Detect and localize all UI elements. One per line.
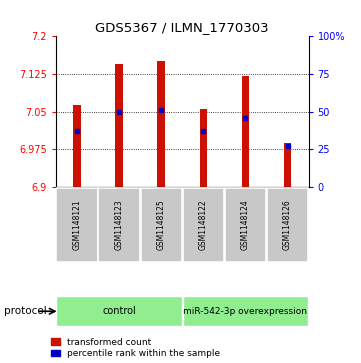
Bar <box>157 61 165 187</box>
Text: miR-542-3p overexpression: miR-542-3p overexpression <box>183 307 308 316</box>
Text: GSM1148123: GSM1148123 <box>115 200 123 250</box>
Bar <box>200 109 207 187</box>
Text: protocol: protocol <box>4 306 46 316</box>
Bar <box>225 188 266 262</box>
Bar <box>56 188 97 262</box>
Text: GSM1148121: GSM1148121 <box>73 200 82 250</box>
Title: GDS5367 / ILMN_1770303: GDS5367 / ILMN_1770303 <box>96 21 269 34</box>
Text: GSM1148122: GSM1148122 <box>199 200 208 250</box>
Bar <box>183 188 224 262</box>
Bar <box>242 77 249 187</box>
Bar <box>267 188 308 262</box>
Text: GSM1148126: GSM1148126 <box>283 200 292 250</box>
Bar <box>99 188 140 262</box>
Bar <box>183 297 308 326</box>
Text: control: control <box>102 306 136 316</box>
Bar <box>140 188 182 262</box>
Bar <box>115 64 123 187</box>
Bar <box>56 297 182 326</box>
Legend: transformed count, percentile rank within the sample: transformed count, percentile rank withi… <box>52 338 220 359</box>
Text: GSM1148124: GSM1148124 <box>241 200 250 250</box>
Bar <box>73 105 81 187</box>
Text: GSM1148125: GSM1148125 <box>157 200 166 250</box>
Bar <box>284 143 291 187</box>
